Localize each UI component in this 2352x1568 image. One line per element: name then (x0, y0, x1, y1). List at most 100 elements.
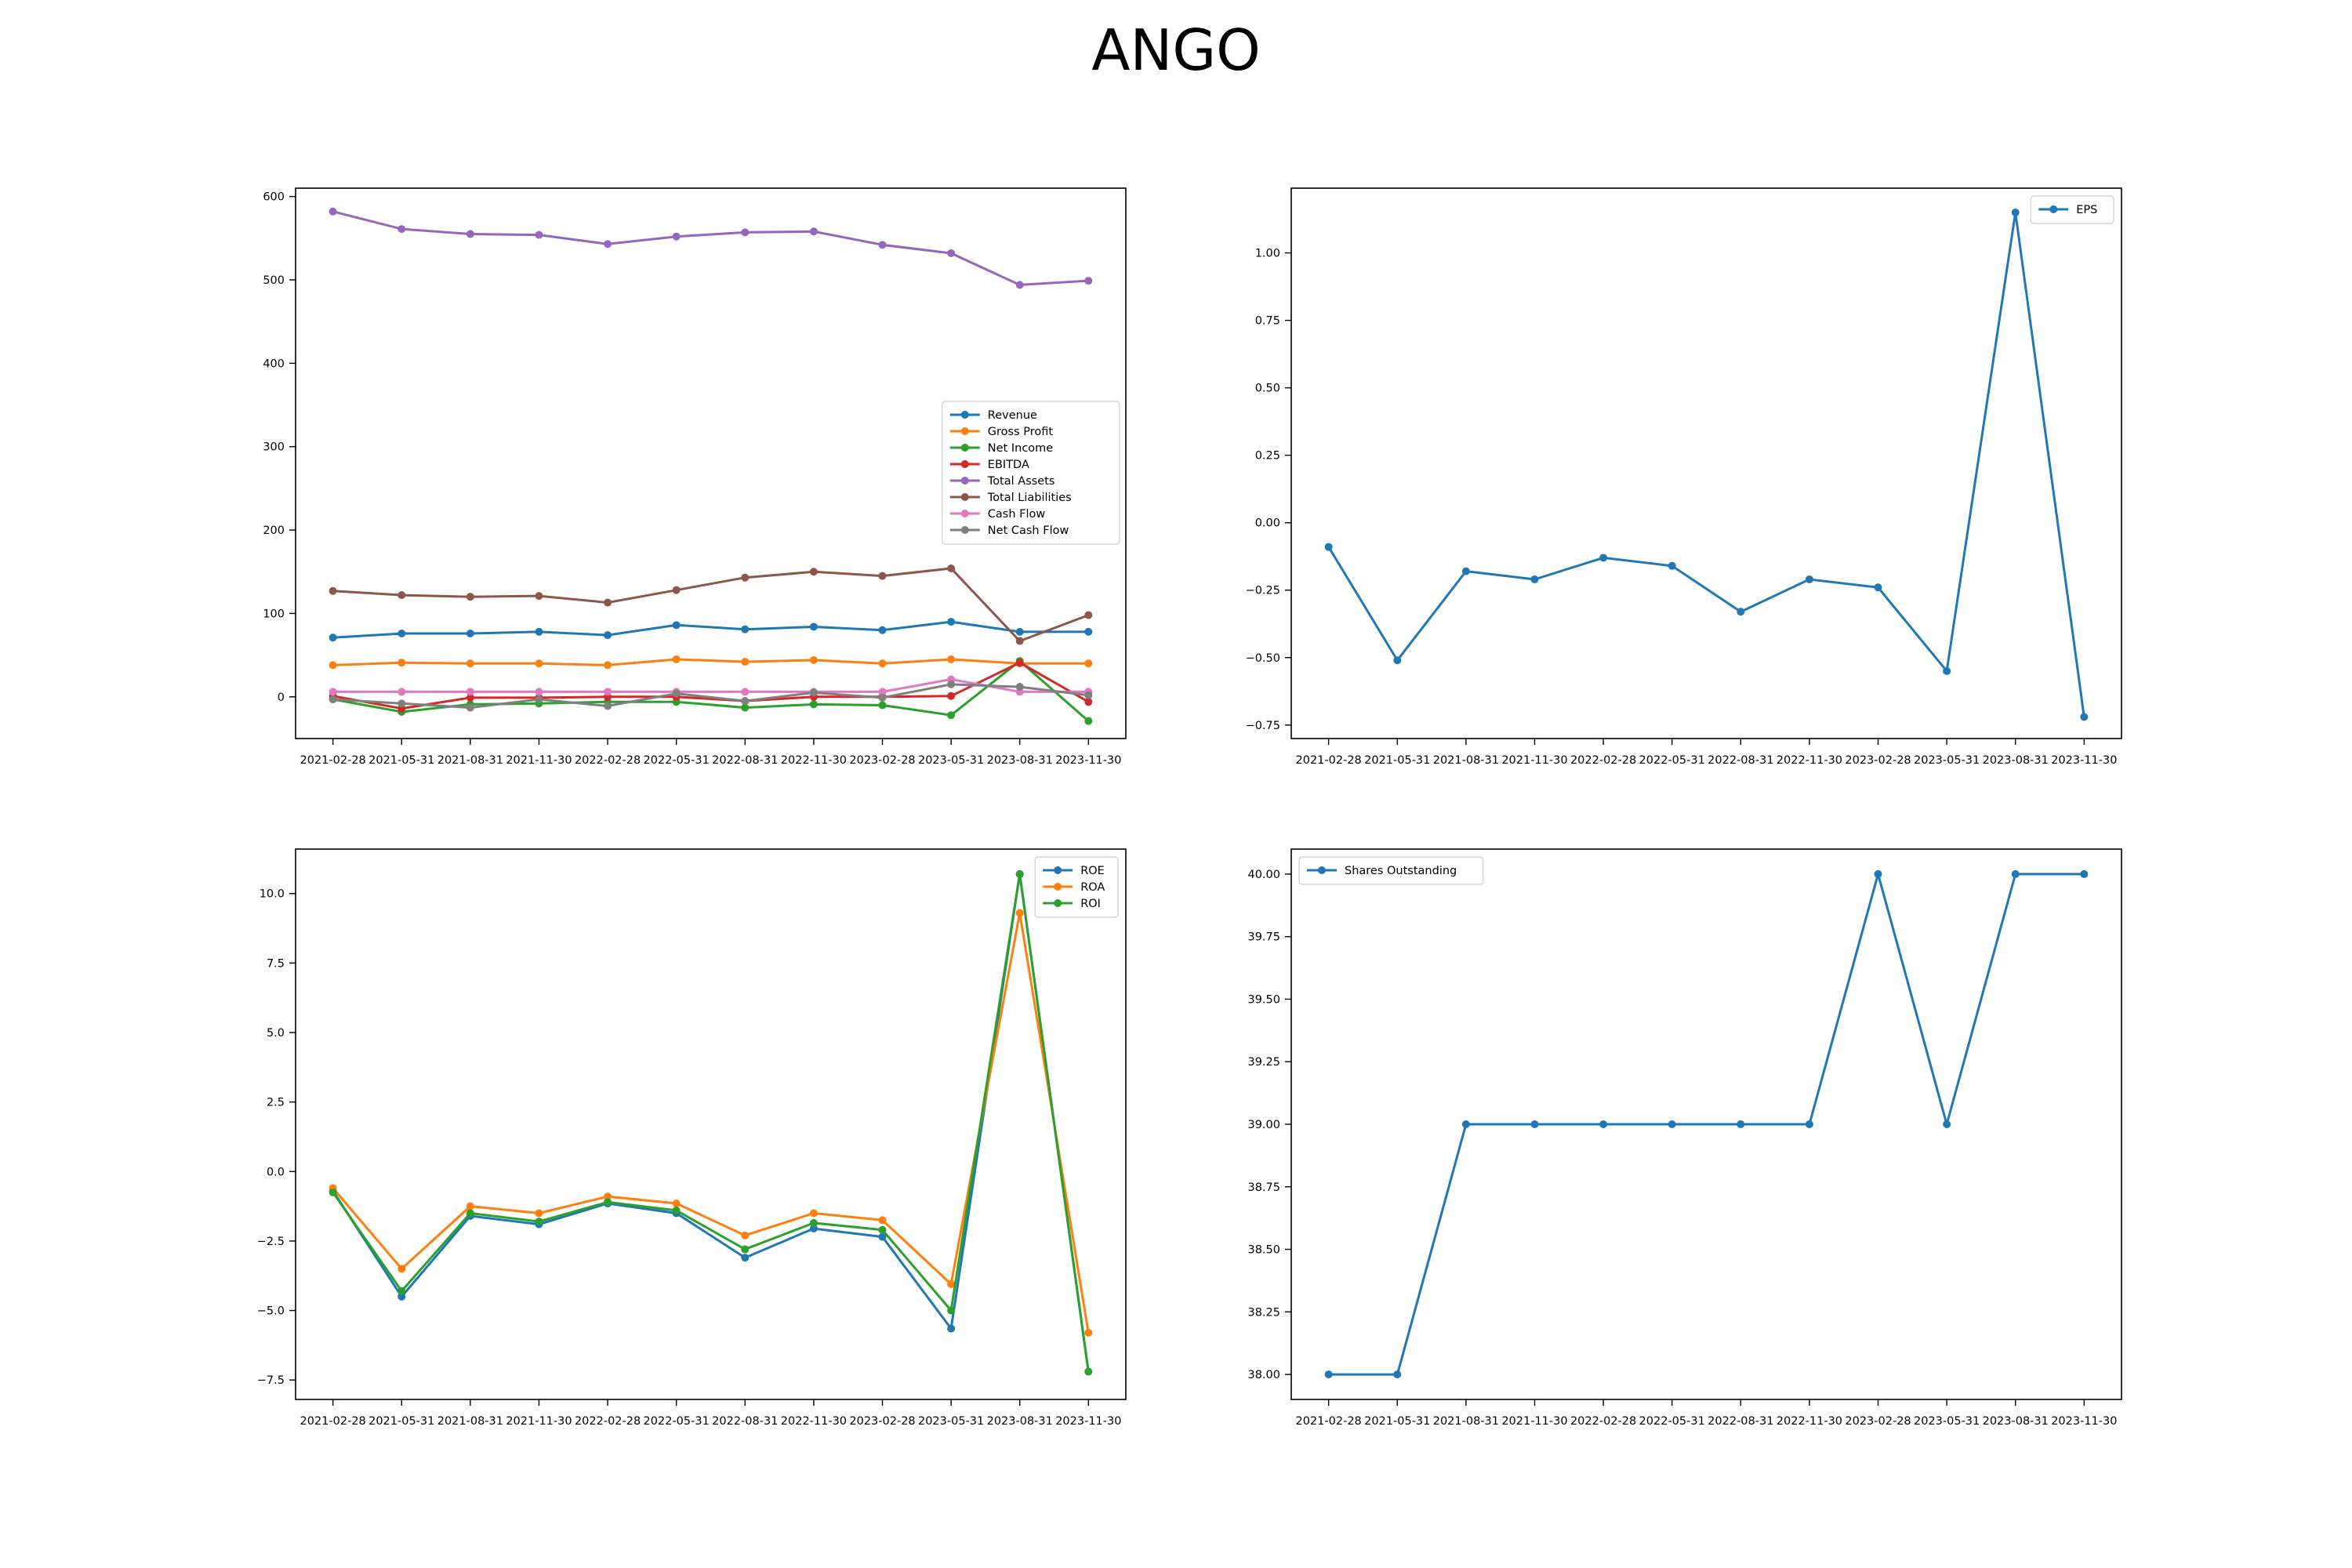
data-point (809, 656, 818, 665)
data-point (1084, 627, 1093, 636)
data-point (1874, 583, 1882, 592)
data-point (604, 702, 612, 710)
x-tick-label: 2022-08-31 (712, 1415, 778, 1428)
legend-marker (960, 493, 969, 501)
data-point (328, 633, 337, 642)
series-line (1327, 212, 2085, 717)
x-tick-label: 2021-08-31 (437, 1415, 503, 1428)
x-tick-label: 2022-08-31 (1708, 1415, 1773, 1428)
legend-label: Total Assets (987, 475, 1055, 488)
legend-label: EBITDA (988, 459, 1029, 471)
data-point (809, 1224, 818, 1232)
series-roa (328, 909, 1093, 1337)
y-tick-label: 2.5 (267, 1097, 285, 1109)
legend-marker (960, 510, 969, 517)
x-tick-label: 2021-02-28 (1296, 1415, 1362, 1428)
data-point (1599, 1120, 1608, 1128)
y-tick-label: 38.75 (1247, 1181, 1280, 1194)
data-point (397, 225, 406, 234)
legend-label: ROE (1080, 865, 1105, 877)
data-point (397, 688, 406, 696)
x-tick-label: 2023-08-31 (1983, 754, 2049, 767)
data-point (328, 207, 337, 216)
legend-marker (1054, 883, 1062, 891)
data-point (466, 230, 474, 238)
data-point (1805, 1120, 1813, 1128)
data-point (947, 680, 956, 688)
series-eps (1324, 208, 2089, 721)
data-point (741, 1231, 750, 1240)
data-point (1805, 575, 1813, 583)
data-point (1015, 281, 1024, 289)
y-tick-label: 100 (263, 608, 285, 620)
data-point (947, 691, 956, 700)
data-point (466, 629, 474, 637)
x-tick-label: 2023-08-31 (987, 1415, 1053, 1428)
x-tick-label: 2023-08-31 (1983, 1415, 2049, 1428)
data-point (466, 593, 474, 601)
series-line (332, 677, 1089, 693)
x-tick-label: 2022-11-30 (781, 1415, 847, 1428)
x-tick-label: 2021-08-31 (437, 754, 503, 767)
x-tick-label: 2022-08-31 (712, 754, 778, 767)
x-tick-label: 2023-11-30 (1055, 754, 1121, 767)
data-point (947, 655, 956, 663)
data-point (809, 227, 818, 236)
data-point (535, 627, 543, 636)
data-point (1015, 869, 1024, 878)
x-tick-label: 2023-02-28 (849, 754, 915, 767)
data-point (535, 688, 543, 696)
series-revenue (328, 618, 1093, 642)
series-total-liabilities (328, 564, 1093, 645)
data-point (878, 241, 887, 249)
data-point (672, 1200, 681, 1208)
data-point (1599, 554, 1608, 562)
data-point (741, 573, 750, 582)
data-point (1393, 1370, 1402, 1379)
data-point (878, 1225, 887, 1234)
y-tick-label: 39.75 (1247, 931, 1280, 944)
data-point (604, 598, 612, 607)
data-point (947, 1324, 956, 1333)
series-line (332, 658, 1089, 666)
data-point (1015, 683, 1024, 691)
series-line (332, 873, 1090, 1372)
x-tick-label: 2023-02-28 (849, 1415, 915, 1428)
chart-2: 2021-02-28 2021-05-31 2021-08-31 2021-11-30… (1246, 187, 2122, 767)
data-point (947, 618, 956, 626)
data-point (466, 1209, 474, 1218)
x-tick-label: 2022-05-31 (1639, 754, 1705, 767)
x-tick-label: 2023-05-31 (918, 1415, 984, 1428)
data-point (535, 230, 543, 239)
x-tick-label: 2021-11-30 (506, 754, 572, 767)
data-point (878, 572, 887, 580)
data-point (1324, 543, 1333, 551)
data-point (1324, 1370, 1333, 1379)
y-tick-label: 0.25 (1255, 450, 1280, 463)
data-point (741, 658, 750, 666)
data-point (2080, 713, 2089, 721)
data-point (878, 1232, 887, 1241)
series-line (332, 661, 1090, 710)
data-point (1874, 869, 1882, 878)
series-cash-flow (328, 675, 1093, 696)
legend: ROE ROA ROI (1034, 856, 1119, 918)
data-point (1668, 1120, 1676, 1128)
series-line (332, 913, 1090, 1334)
data-point (672, 655, 681, 663)
data-point (604, 661, 612, 670)
data-point (397, 699, 406, 708)
series-line (332, 683, 1089, 710)
data-point (672, 1206, 681, 1214)
data-point (809, 688, 818, 697)
plot-frame (1290, 187, 2122, 739)
data-point (1461, 1120, 1470, 1128)
legend-marker (960, 444, 969, 452)
data-point (878, 693, 887, 702)
y-tick-label: −0.75 (1246, 720, 1280, 732)
y-tick-label: −5.0 (257, 1305, 285, 1318)
data-point (2011, 208, 2020, 216)
data-point (809, 700, 818, 709)
series-line (332, 567, 1089, 643)
data-point (672, 689, 681, 698)
